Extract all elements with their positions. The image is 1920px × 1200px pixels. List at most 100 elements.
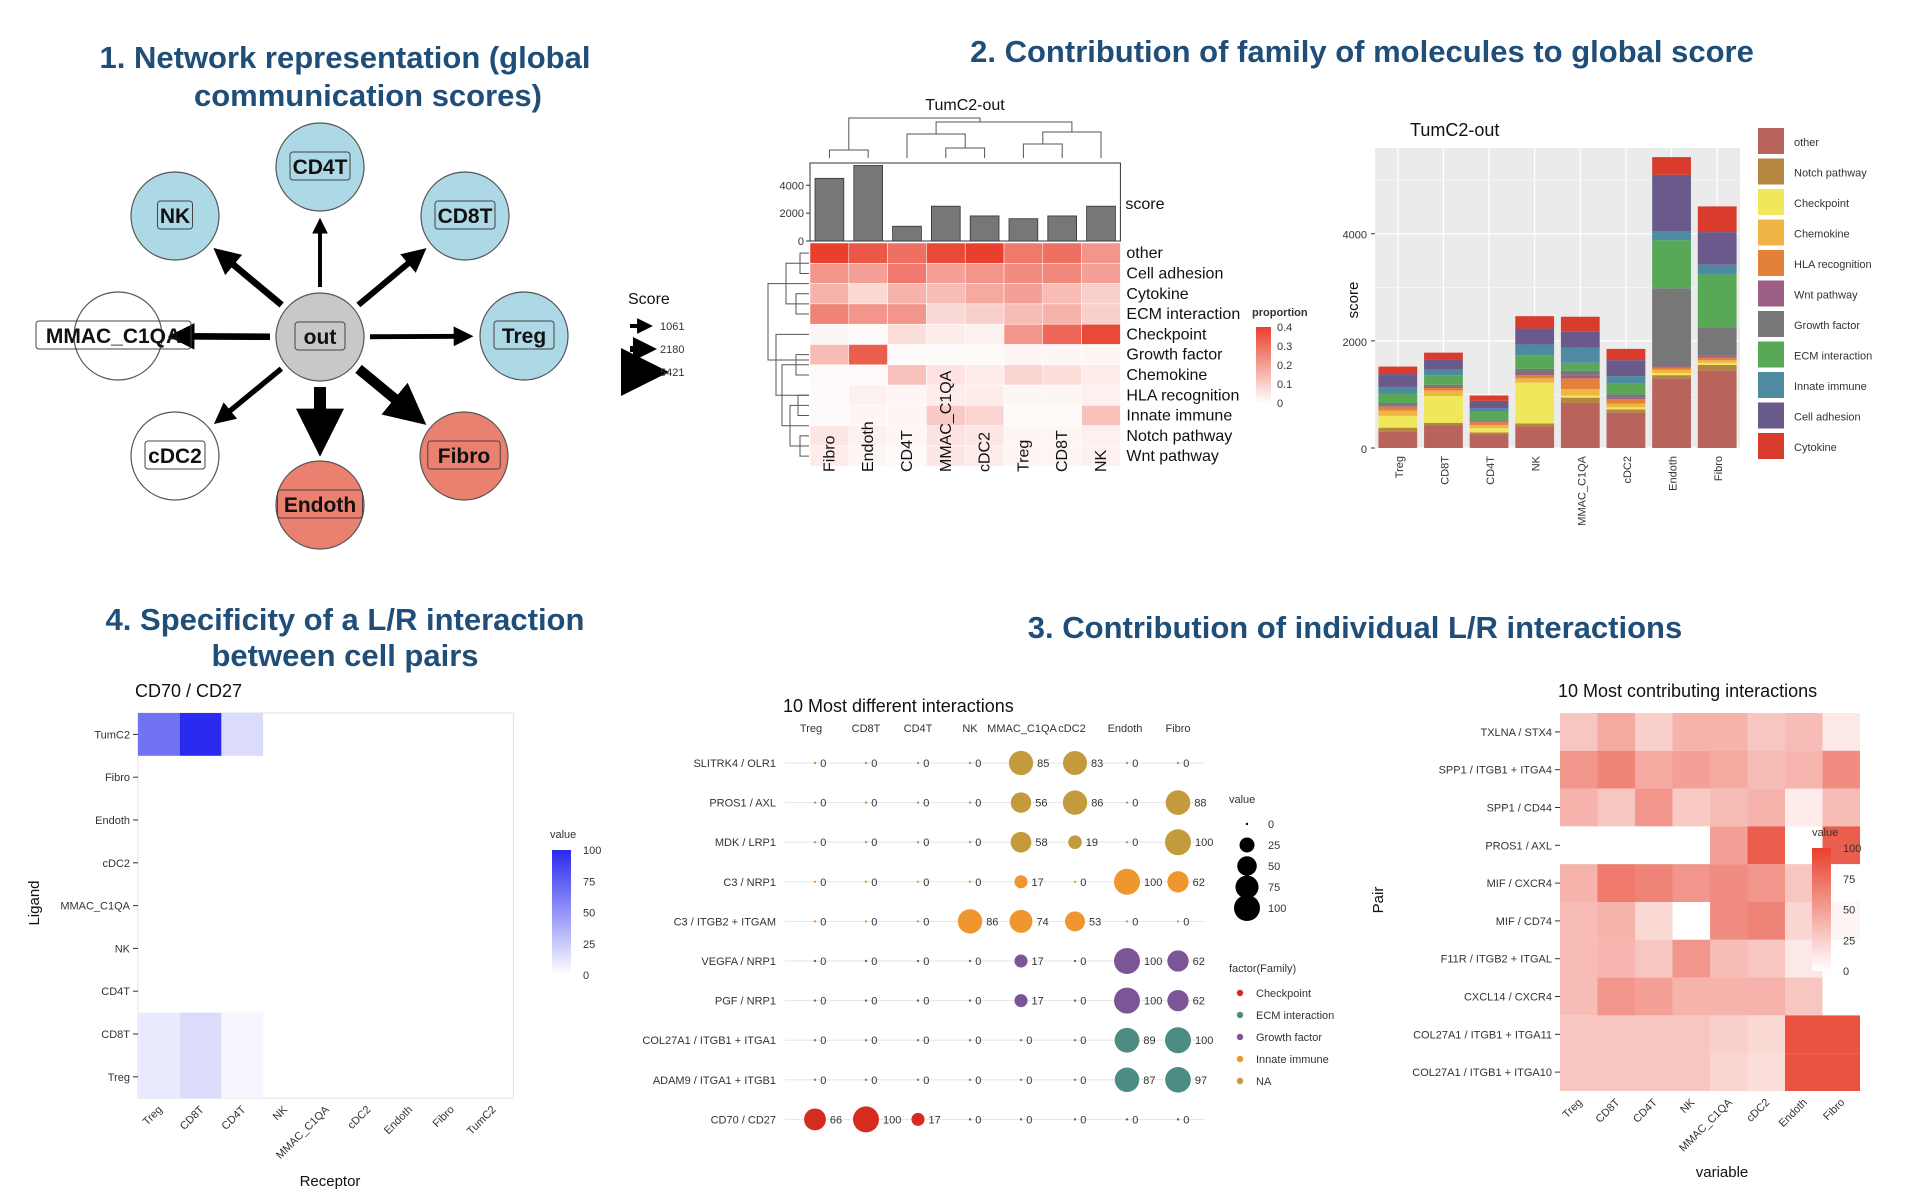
cd70-heatmap-col-label-treg: Treg — [141, 1104, 165, 1128]
family-bar-segment-innate-immune-cd4t — [1469, 408, 1509, 412]
dotplot-dot-vegfa-nrp1-mmac-c1qa — [1014, 954, 1028, 968]
contrib-heatmap-cell-col27a1-itgb1-itga11-cdc2 — [1747, 1015, 1785, 1054]
network-edge-cdc2 — [213, 366, 284, 425]
family-heatmap-cell — [1081, 263, 1121, 284]
family-bar-segment-chemokine-cd8t — [1424, 390, 1463, 397]
dotplot-dot-label: 0 — [975, 1035, 981, 1047]
dotplot-dot-label: 0 — [923, 996, 929, 1008]
contrib-heatmap-cell-txlna-stx4-treg — [1560, 713, 1598, 751]
dotplot-col-label-endoth: Endoth — [1108, 723, 1143, 735]
family-heatmap-legend-tick-1: 0.1 — [1277, 379, 1292, 391]
family-heatmap-cell — [809, 384, 850, 406]
family-bar-segment-ecm-interaction-nk — [1515, 355, 1555, 369]
family-bar-xtick-endoth: Endoth — [1668, 456, 1680, 491]
contrib-heatmap-cell-cxcl14-cxcr4-endoth — [1785, 977, 1823, 1016]
contrib-heatmap-legend-tick-2: 50 — [1843, 905, 1855, 917]
family-heatmap-cell — [848, 303, 888, 325]
family-heatmap-cell — [1042, 263, 1082, 284]
family-heatmap-cell — [926, 303, 966, 325]
dotplot-family-legend-label-innate-immune: Innate immune — [1256, 1054, 1329, 1066]
family-heatmap-row-label-cytokine: Cytokine — [1126, 286, 1188, 303]
dotplot-dot-pgf-nrp1-cd4t — [916, 999, 920, 1002]
contrib-heatmap-cell-spp1-cd44-nk — [1672, 788, 1710, 827]
contrib-heatmap-cell-txlna-stx4-cd4t — [1635, 713, 1673, 751]
family-heatmap-cell — [848, 283, 888, 305]
family-bar-segment-checkpoint-cdc2 — [1606, 407, 1646, 410]
contrib-heatmap-cell-f11r-itgb2-itgal-mmac-c1qa — [1710, 939, 1748, 978]
contrib-heatmap-cell-spp1-cd44-fibro — [1822, 788, 1860, 827]
family-heatmap-cell — [809, 263, 850, 284]
family-heatmap-row-label-notch-pathway: Notch pathway — [1126, 428, 1232, 445]
contrib-heatmap-cell-mif-cd74-treg — [1560, 902, 1598, 940]
cd70-heatmap-col-label-endoth: Endoth — [382, 1104, 415, 1137]
family-bar-segment-growth-factor-endoth — [1652, 288, 1691, 367]
contrib-heatmap-col-label-nk: NK — [1678, 1096, 1698, 1116]
network-node-nk — [130, 171, 220, 261]
family-heatmap-cell — [887, 242, 927, 264]
contrib-heatmap-cell-txlna-stx4-endoth — [1785, 713, 1823, 751]
family-bar-legend-key-cytokine — [1758, 433, 1784, 459]
dotplot-dot-vegfa-nrp1-endoth — [1114, 948, 1140, 974]
contrib-heatmap-row-label-mif-cxcr4: MIF / CXCR4 — [1487, 878, 1552, 890]
family-heatmap-row-label-checkpoint: Checkpoint — [1126, 326, 1207, 343]
family-bar-segment-cell-adhesion-cdc2 — [1606, 360, 1646, 377]
family-heatmap-cell — [887, 263, 927, 284]
dotplot-size-legend-label-4: 100 — [1268, 903, 1286, 915]
family-bar-segment-checkpoint-endoth — [1652, 373, 1691, 376]
family-bar-segment-hla-recognition-fibro — [1697, 357, 1737, 361]
family-bar-segment-hla-recognition-endoth — [1652, 367, 1691, 370]
family-bar-legend-label-cell-adhesion: Cell adhesion — [1794, 412, 1861, 424]
family-bar-segment-cytokine-cdc2 — [1606, 348, 1646, 361]
contrib-heatmap-row-label-col27a1-itgb1-itga10: COL27A1 / ITGB1 + ITGA10 — [1412, 1067, 1552, 1079]
family-heatmap-cell — [848, 344, 888, 366]
panel4-title-line2: between cell pairs — [211, 638, 478, 673]
dotplot-dot-label: 0 — [975, 877, 981, 889]
family-bar-segment-wnt-pathway-cdc2 — [1606, 397, 1646, 400]
contrib-heatmap-cell-txlna-stx4-fibro — [1822, 713, 1860, 751]
family-bar-segment-other-endoth — [1652, 378, 1691, 448]
contrib-heatmap-cell-spp1-itgb1-itga4-treg — [1560, 750, 1598, 789]
family-heatmap-cell — [1042, 364, 1082, 386]
cd70-heatmap-col-label-fibro: Fibro — [431, 1104, 457, 1130]
family-bar-segment-hla-recognition-treg — [1378, 406, 1418, 411]
contrib-heatmap-cell-col27a1-itgb1-itga10-fibro — [1822, 1053, 1860, 1091]
score-legend-title: Score — [628, 291, 670, 308]
dotplot-dot-mdk-lrp1-treg — [813, 841, 817, 844]
family-heatmap-col-label-treg: Treg — [1015, 440, 1032, 472]
contrib-heatmap-cell-mif-cxcr4-nk — [1672, 864, 1710, 902]
family-bar-legend-label-chemokine: Chemokine — [1794, 229, 1850, 241]
family-topbar-label: score — [1125, 196, 1164, 213]
family-bar-legend-key-growth-factor — [1758, 311, 1784, 337]
cd70-heatmap-legend-bar — [552, 850, 571, 975]
contrib-heatmap-cell-mif-cxcr4-cdc2 — [1747, 864, 1785, 902]
family-heatmap-cell — [887, 384, 927, 406]
family-topbar-fibro — [814, 177, 845, 242]
dotplot-title: 10 Most different interactions — [783, 696, 1014, 716]
family-bar-segment-ecm-interaction-endoth — [1652, 240, 1691, 289]
family-bar-segment-cell-adhesion-cd8t — [1424, 359, 1463, 370]
contrib-heatmap-cell-cxcl14-cxcr4-mmac-c1qa — [1710, 977, 1748, 1016]
contrib-heatmap-row-label-f11r-itgb2-itgal: F11R / ITGB2 + ITGAL — [1441, 954, 1552, 966]
contrib-heatmap-cell-f11r-itgb2-itgal-cd4t — [1635, 939, 1673, 978]
dotplot-dot-cd70-cd27-fibro — [1176, 1118, 1180, 1121]
network-node-cd4t — [275, 122, 365, 212]
dotplot-dot-slitrk4-olr1-cdc2 — [1062, 750, 1088, 776]
family-bar-segment-growth-factor-fibro — [1697, 328, 1737, 356]
contrib-heatmap-cell-mif-cxcr4-mmac-c1qa — [1710, 864, 1748, 902]
dotplot-dot-vegfa-nrp1-cd4t — [916, 959, 920, 963]
dotplot-dot-label: 0 — [1132, 758, 1138, 770]
family-bar-segment-cytokine-fibro — [1697, 206, 1737, 233]
dotplot-dot-adam9-itga1-itgb1-nk — [968, 1078, 972, 1082]
network-node-label-box-treg — [493, 320, 555, 350]
family-bar-segment-growth-factor-cd8t — [1424, 384, 1463, 387]
contrib-heatmap-cell-col27a1-itgb1-itga10-nk — [1672, 1053, 1710, 1091]
family-topbar-treg — [1008, 218, 1039, 242]
contrib-heatmap-row-label-mif-cd74: MIF / CD74 — [1496, 916, 1552, 928]
family-bar-segment-ecm-interaction-cd8t — [1424, 375, 1463, 385]
contrib-heatmap-cell-mif-cxcr4-treg — [1560, 864, 1598, 902]
dotplot-row-label-pgf-nrp1: PGF / NRP1 — [715, 996, 776, 1008]
dotplot-dot-label: 0 — [1080, 1114, 1086, 1126]
family-heatmap-cell — [1003, 344, 1044, 366]
family-bar-segment-cell-adhesion-endoth — [1652, 174, 1691, 232]
family-heatmap-cell — [809, 344, 850, 366]
